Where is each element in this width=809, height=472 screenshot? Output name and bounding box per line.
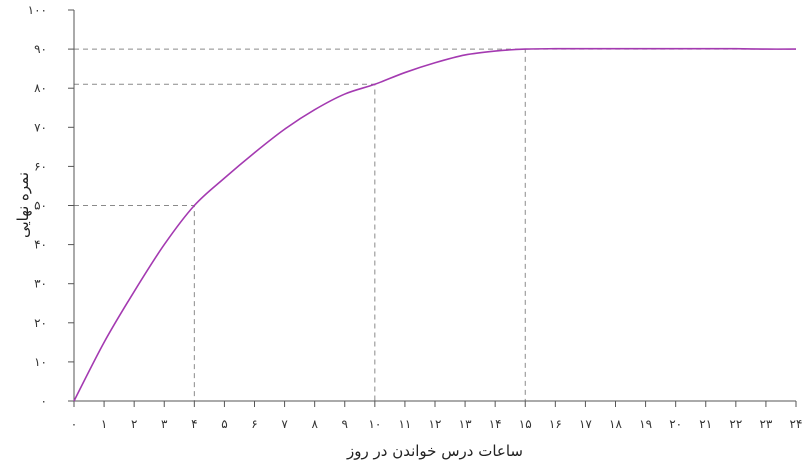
x-tick-label: ۸ — [311, 417, 318, 431]
y-tick-label: ۸۰ — [34, 81, 47, 95]
x-tick-label: ۱۹ — [639, 417, 652, 431]
x-tick-label: ۱۱ — [398, 417, 411, 431]
x-tick-label: ۴ — [191, 417, 197, 431]
y-tick-label: ۶۰ — [34, 159, 47, 173]
x-tick-label: ۱۳ — [459, 417, 472, 431]
x-tick-label: ۵ — [221, 417, 227, 431]
series-group — [73, 47, 797, 402]
x-tick-label: ۱۲ — [429, 417, 442, 431]
x-tick-label: ۹ — [342, 417, 348, 431]
y-tick-label: ۱۰ — [34, 355, 47, 369]
x-tick-label: ۲۲ — [729, 417, 742, 431]
x-tick-label: ۷ — [281, 417, 288, 431]
x-tick-label: ۱۸ — [609, 417, 622, 431]
y-tick-label: ۳۰ — [34, 277, 47, 291]
guide-line — [74, 83, 376, 401]
x-tick-label: ۶ — [251, 417, 257, 431]
x-tick-label: ۲۳ — [759, 417, 772, 431]
x-tick-label: ۳ — [161, 417, 168, 431]
x-ticks: ۰ ۱ ۲ ۳ ۴ ۵ ۶ ۷ ۸ ۹ ۱۰ ۱۱ ۱۲ ۱۳ ۱۴ ۱۵ ۱۶ ۱۷ ۱۸ ۱۹ ۲۰ ۲۱ ۲۲ ۲۳ ۲۴ — [71, 401, 803, 431]
x-tick-label: ۱۰ — [368, 417, 381, 431]
y-tick-label: ۷۰ — [34, 120, 47, 134]
guide-lines — [74, 48, 796, 401]
guide-line — [74, 205, 195, 401]
x-tick-label: ۱ — [101, 417, 107, 431]
x-tick-label: ۲۰ — [669, 417, 682, 431]
y-tick-label: ۱۰۰ — [28, 3, 47, 17]
x-axis-title: ساعات درس خواندن در روز — [346, 442, 523, 460]
guide-line — [74, 48, 526, 401]
y-tick-label: ۰ — [41, 394, 47, 408]
y-ticks: ۰ ۱۰ ۲۰ ۳۰ ۴۰ ۵۰ ۶۰ ۷۰ ۸۰ ۹۰ ۱۰۰ — [28, 3, 74, 408]
x-tick-label: ۱۵ — [519, 417, 532, 431]
y-tick-label: ۹۰ — [34, 42, 47, 56]
x-tick-label: ۲۴ — [790, 417, 803, 431]
x-tick-label: ۰ — [71, 417, 77, 431]
x-tick-label: ۱۷ — [579, 417, 592, 431]
y-tick-label: ۲۰ — [34, 316, 47, 330]
y-axis-title: نمره نهایی — [14, 172, 32, 238]
x-tick-label: ۲۱ — [699, 417, 712, 431]
y-tick-label: ۵۰ — [34, 199, 47, 213]
y-tick-label: ۴۰ — [34, 238, 47, 252]
x-tick-label: ۲ — [131, 417, 137, 431]
x-tick-label: ۱۴ — [489, 417, 502, 431]
x-tick-label: ۱۶ — [549, 417, 562, 431]
series-line — [73, 47, 797, 402]
